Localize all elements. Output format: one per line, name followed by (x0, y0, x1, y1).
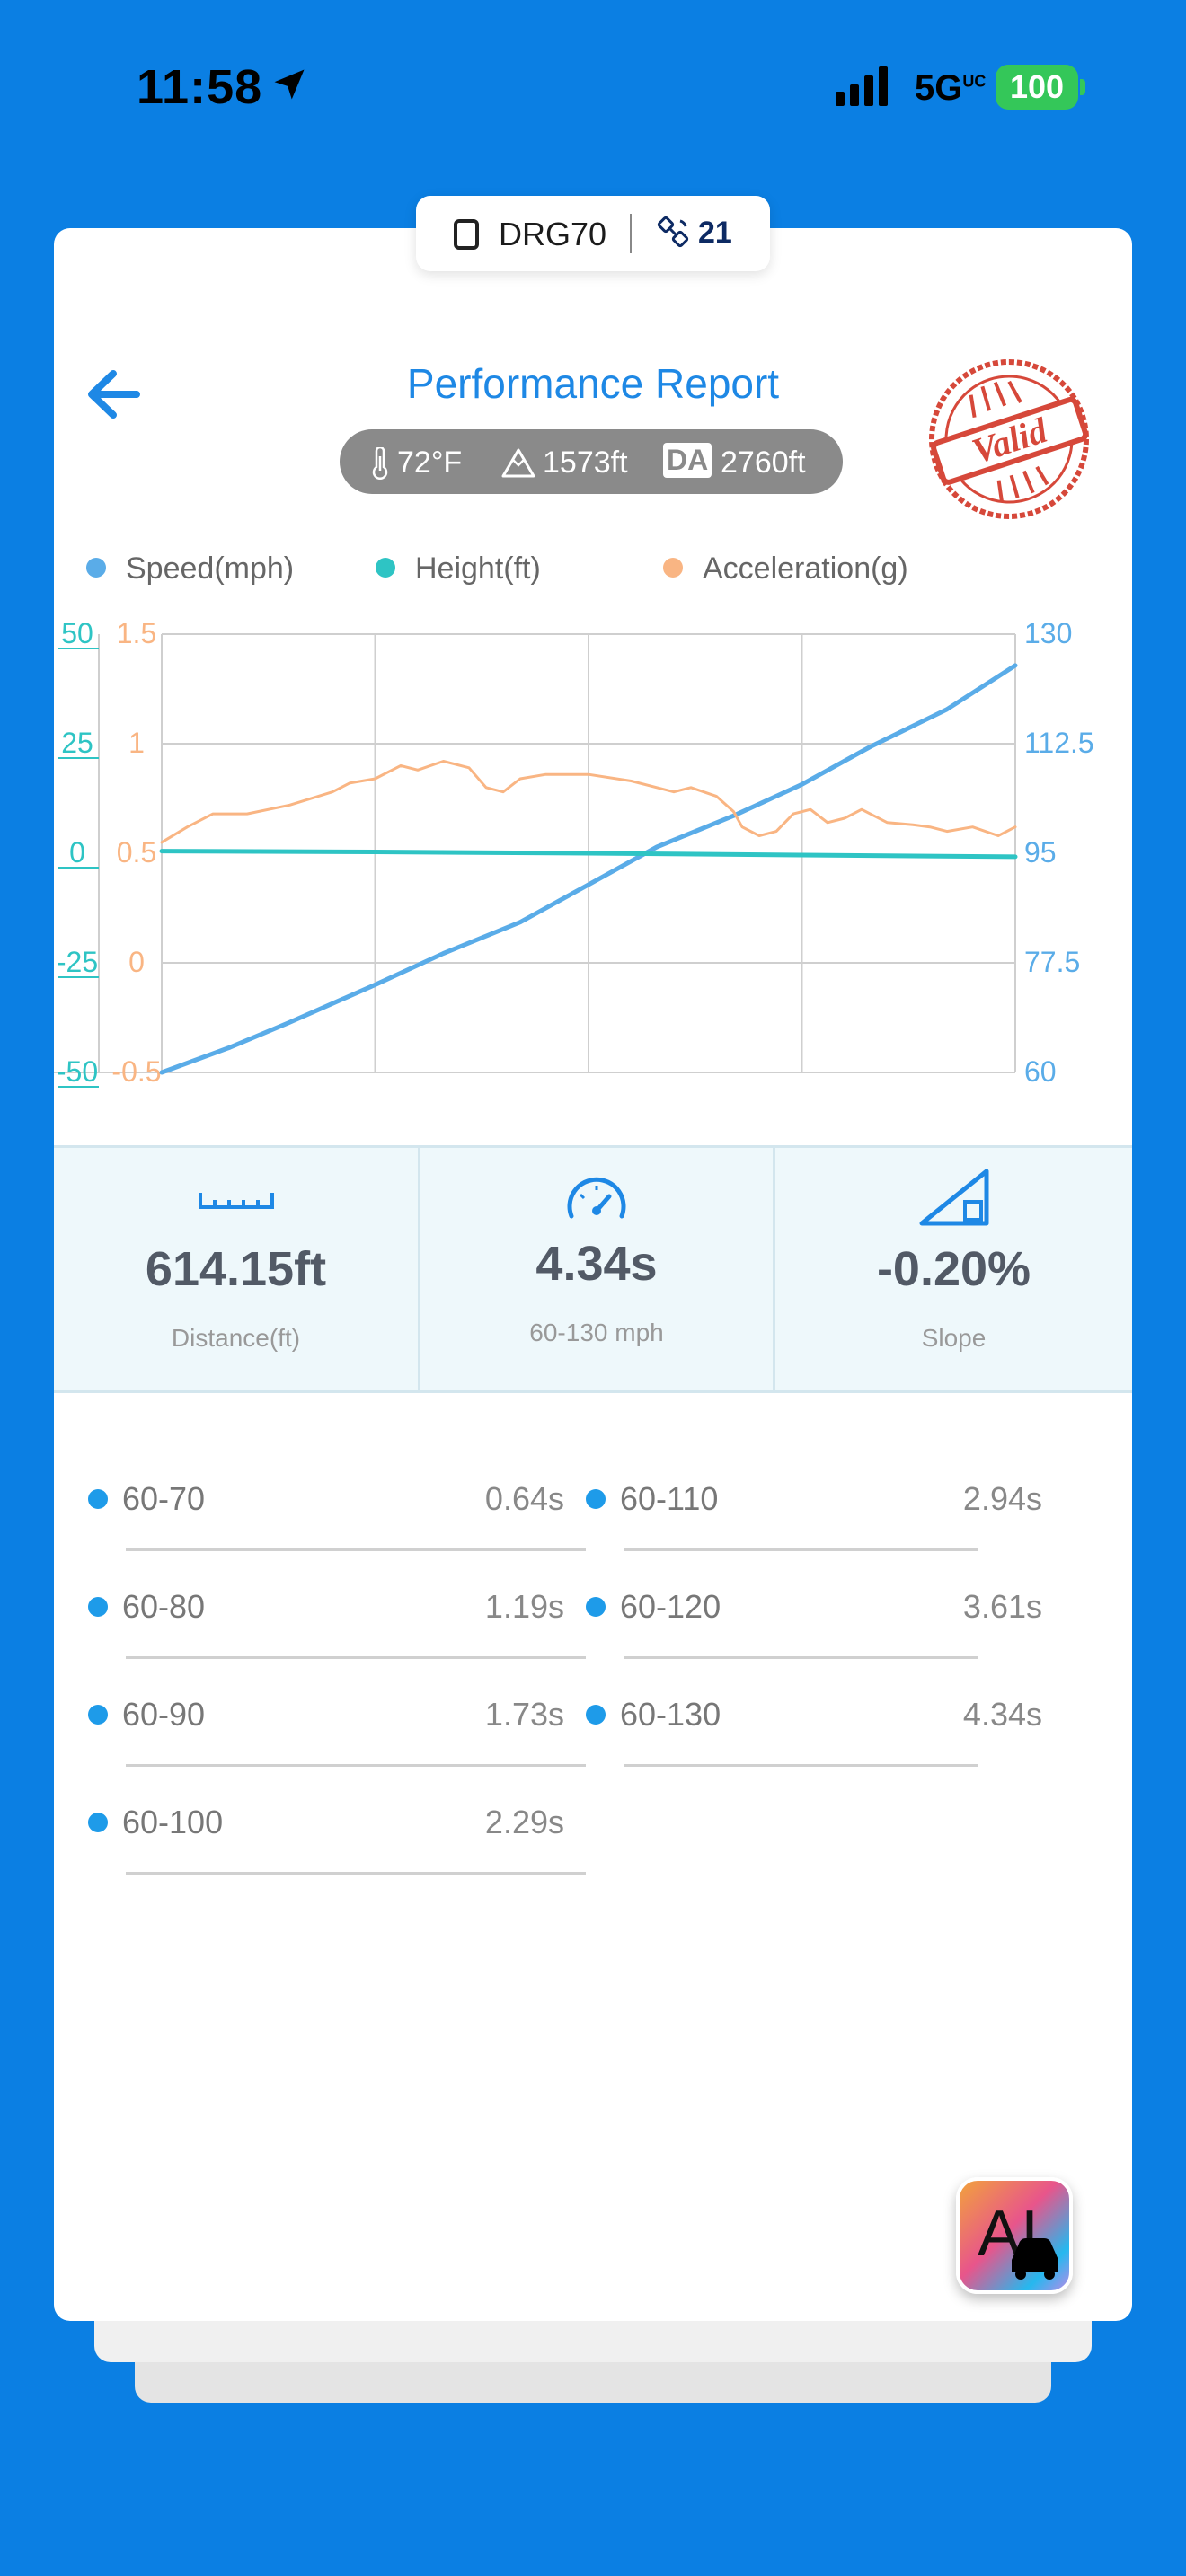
split-row: 60-90 1.73s (88, 1674, 564, 1782)
height-axis-tick: -50 (57, 1055, 98, 1088)
accel-axis-tick: -0.5 (111, 1055, 161, 1088)
legend-height: Height(ft) (376, 551, 541, 587)
accel-axis-tick: 0.5 (117, 836, 156, 869)
time-label: 60-130 mph (420, 1319, 773, 1347)
split-dot (88, 1597, 108, 1617)
split-dot (586, 1705, 606, 1725)
legend-acceleration: Acceleration(g) (663, 551, 908, 587)
split-divider (126, 1764, 586, 1767)
legend-acceleration-dot (663, 558, 683, 578)
split-dot (586, 1489, 606, 1509)
split-label: 60-70 (122, 1480, 205, 1518)
location-arrow-icon (270, 65, 309, 104)
split-value: 3.61s (963, 1588, 1042, 1626)
split-dot (586, 1597, 606, 1617)
accel-axis-tick: 0 (128, 946, 145, 978)
height-axis-tick: 0 (69, 836, 85, 869)
split-label: 60-110 (620, 1480, 718, 1518)
ruler-icon (197, 1187, 276, 1213)
speed-axis-tick: 112.5 (1024, 727, 1094, 759)
split-dot (88, 1489, 108, 1509)
accel-axis-tick: 1.5 (117, 623, 156, 649)
split-divider (126, 1548, 586, 1551)
legend-height-dot (376, 558, 395, 578)
altitude-value: 1573ft (543, 446, 628, 481)
split-row: 60-70 0.64s (88, 1459, 564, 1566)
accel-axis-tick: 1 (128, 727, 145, 759)
split-value: 1.73s (485, 1696, 564, 1734)
split-row: 60-130 4.34s (586, 1674, 1042, 1782)
split-value: 4.34s (963, 1696, 1042, 1734)
device-pill[interactable]: DRG70 21 (416, 196, 770, 271)
split-row: 60-120 3.61s (586, 1566, 1042, 1674)
slope-icon (918, 1168, 990, 1227)
height-axis-tick: 25 (61, 727, 93, 759)
signal-icon (836, 65, 893, 106)
ai-assistant-button[interactable]: AI (956, 2177, 1073, 2294)
speed-axis-tick: 95 (1024, 836, 1057, 869)
slope-label: Slope (775, 1324, 1132, 1353)
status-bar: 11:58 5GUC 100 (0, 0, 1186, 171)
split-divider (624, 1656, 978, 1659)
split-dot (88, 1705, 108, 1725)
density-altitude-value: 2760ft (721, 446, 806, 481)
report-card: Performance Report 72°F 1573ft DA 2760ft… (54, 228, 1132, 2321)
battery-nub (1080, 79, 1085, 95)
car-icon (1006, 2233, 1064, 2280)
battery-indicator: 100 (996, 65, 1078, 110)
speed-axis-tick: 130 (1024, 623, 1072, 649)
speed-axis-tick: 77.5 (1024, 946, 1080, 978)
device-icon (454, 219, 479, 250)
da-badge: DA (663, 443, 712, 478)
split-divider (126, 1872, 586, 1875)
split-value: 2.94s (963, 1480, 1042, 1518)
chart-legend: Speed(mph) Height(ft) Acceleration(g) (54, 551, 1132, 596)
distance-value: 614.15ft (54, 1241, 418, 1297)
split-value: 2.29s (485, 1804, 564, 1841)
stat-time: 4.34s 60-130 mph (420, 1148, 773, 1390)
stat-slope: -0.20% Slope (775, 1148, 1132, 1390)
split-row: 60-100 2.29s (88, 1782, 564, 1890)
slope-value: -0.20% (775, 1241, 1132, 1297)
legend-speed-dot (86, 558, 106, 578)
split-label: 60-120 (620, 1588, 721, 1626)
split-row: 60-80 1.19s (88, 1566, 564, 1674)
satellite-icon (657, 216, 691, 250)
temperature-value: 72°F (397, 446, 462, 481)
legend-speed: Speed(mph) (86, 551, 294, 587)
satellite-count: 21 (698, 216, 732, 251)
split-divider (624, 1764, 978, 1767)
device-divider (630, 214, 632, 253)
speedometer-icon (564, 1175, 629, 1222)
split-label: 60-80 (122, 1588, 205, 1626)
network-label: 5GUC (915, 68, 986, 109)
height-axis-tick: -25 (57, 946, 98, 978)
mountain-icon (501, 447, 535, 478)
conditions-pill: 72°F 1573ft DA 2760ft (340, 429, 843, 494)
split-value: 0.64s (485, 1480, 564, 1518)
stats-panel: 614.15ft Distance(ft) 4.34s 60-130 mph -… (54, 1145, 1132, 1393)
status-time: 11:58 (137, 59, 262, 115)
performance-chart: 50 25 0 -25 -50 1.5 1 0.5 0 -0.5 130 112.5 95 77.5 60 (54, 623, 1132, 1126)
split-label: 60-130 (620, 1696, 721, 1734)
split-divider (624, 1548, 978, 1551)
split-label: 60-90 (122, 1696, 205, 1734)
speed-axis-tick: 60 (1024, 1055, 1057, 1088)
stat-distance: 614.15ft Distance(ft) (54, 1148, 418, 1390)
device-name: DRG70 (499, 216, 606, 253)
split-divider (126, 1656, 586, 1659)
valid-stamp: Valid (924, 354, 1094, 525)
split-value: 1.19s (485, 1588, 564, 1626)
height-axis-tick: 50 (61, 623, 93, 649)
split-dot (88, 1813, 108, 1832)
thermometer-icon (370, 447, 390, 480)
split-row: 60-110 2.94s (586, 1459, 1042, 1566)
split-label: 60-100 (122, 1804, 223, 1841)
time-value: 4.34s (420, 1236, 773, 1292)
distance-label: Distance(ft) (54, 1324, 418, 1353)
